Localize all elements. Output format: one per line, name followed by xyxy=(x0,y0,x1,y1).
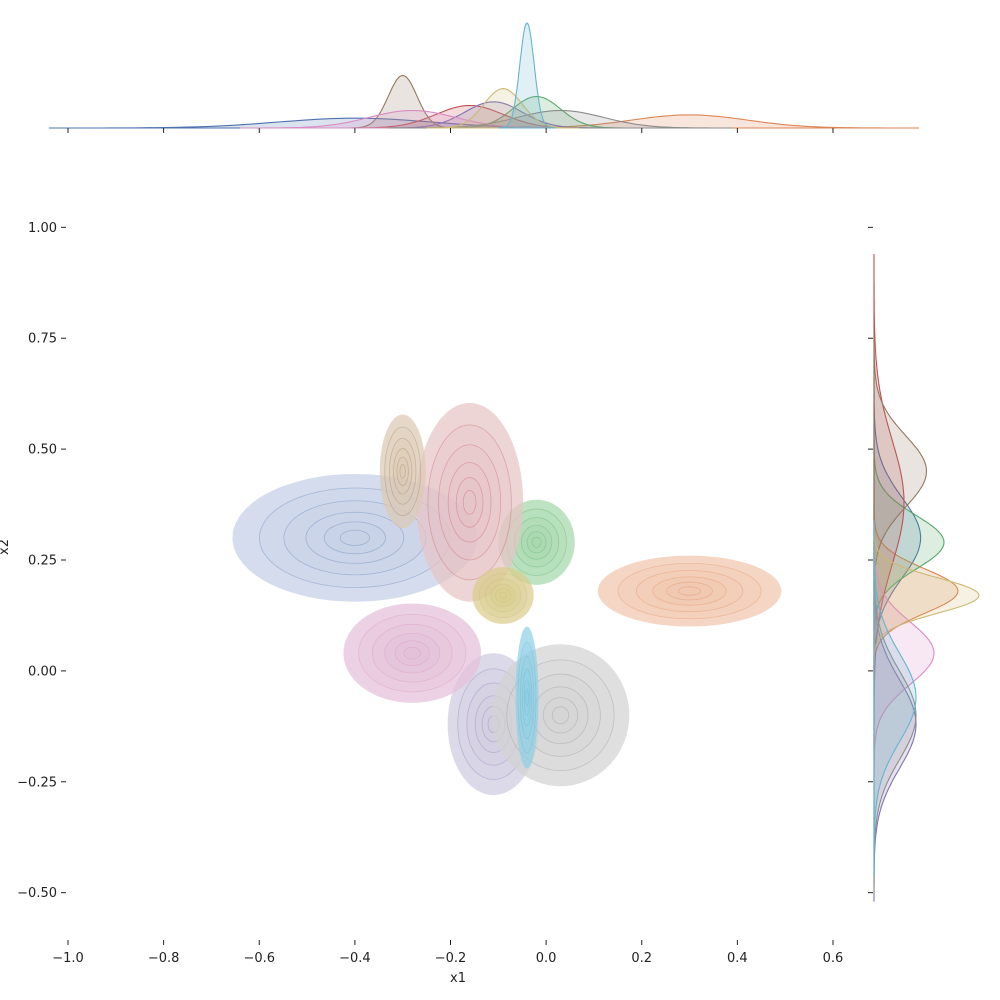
x-tick-label: 0.4 xyxy=(727,951,748,966)
right-marginal-series-8 xyxy=(873,537,917,893)
density-contour xyxy=(523,679,531,716)
density-contour xyxy=(652,576,727,606)
right-marginal-series-7 xyxy=(873,528,935,778)
density-series-7 xyxy=(343,603,482,703)
density-contour xyxy=(526,531,547,554)
density-contour xyxy=(323,521,386,555)
density-contour xyxy=(447,462,492,543)
density-contour xyxy=(520,524,553,560)
density-contour xyxy=(384,632,441,674)
density-contour xyxy=(403,646,421,660)
right-marginal-series-4 xyxy=(873,253,905,751)
density-contour xyxy=(343,603,482,703)
density-contour xyxy=(635,570,744,613)
top-marginal-kde xyxy=(48,22,920,129)
density-contour xyxy=(515,626,539,769)
y-tick-label: −0.25 xyxy=(17,775,57,790)
density-contour xyxy=(617,562,762,620)
y-tick-label: −0.50 xyxy=(17,886,57,901)
density-contour xyxy=(339,529,370,546)
density-contour xyxy=(499,591,508,600)
density-contour xyxy=(519,655,535,740)
density-contour xyxy=(455,477,484,528)
density-contour xyxy=(597,555,782,627)
x-axis: −1.0 −0.8 −0.6 −0.4 −0.2 0.0 0.2 0.4 0.6 xyxy=(52,128,843,966)
density-contour xyxy=(394,640,430,666)
density-contour xyxy=(379,414,426,529)
density-contour xyxy=(678,586,701,596)
y-tick-label: 0.75 xyxy=(28,332,57,347)
x-tick-label: 0.6 xyxy=(823,951,844,966)
density-contour xyxy=(384,426,421,516)
top-marginal-series-9 xyxy=(426,88,580,129)
right-marginal-series-10 xyxy=(873,520,917,875)
x-tick-label: −1.0 xyxy=(52,951,84,966)
x-axis-label: x1 xyxy=(450,971,466,986)
density-series-6 xyxy=(379,414,426,529)
density-contour xyxy=(416,402,524,602)
y-tick-label: 1.00 xyxy=(28,221,57,236)
density-series-9 xyxy=(472,567,534,624)
density-series-4 xyxy=(416,402,524,602)
top-marginal-series-10 xyxy=(498,22,556,129)
x-tick-label: −0.2 xyxy=(435,951,467,966)
density-contour xyxy=(525,688,529,707)
y-axis: 1.00 0.75 0.50 0.25 0.00 −0.25 −0.50 xyxy=(17,221,873,901)
right-marginal-series-9 xyxy=(873,524,980,667)
density-contour xyxy=(522,668,532,727)
density-contour xyxy=(478,572,528,619)
x-tick-label: −0.4 xyxy=(339,951,371,966)
x-tick-label: 0.2 xyxy=(631,951,652,966)
right-marginal-series-1 xyxy=(873,378,922,698)
density-contour xyxy=(438,444,502,561)
density-contour xyxy=(371,623,453,683)
density-contour xyxy=(396,456,409,486)
density-contour xyxy=(495,587,512,603)
joint-density-area xyxy=(232,402,782,796)
x-tick-label: −0.6 xyxy=(243,951,275,966)
y-tick-label: 0.00 xyxy=(28,664,57,679)
density-contour xyxy=(472,567,534,624)
density-contour xyxy=(551,706,570,725)
density-contour xyxy=(399,464,406,479)
y-axis-label: x2 xyxy=(0,539,12,555)
x-tick-label: 0.0 xyxy=(536,951,557,966)
density-contour xyxy=(393,448,413,495)
density-contour xyxy=(305,511,405,564)
density-contour xyxy=(388,437,417,505)
density-contour xyxy=(542,697,579,734)
density-contour xyxy=(358,613,467,693)
density-contour xyxy=(531,536,542,548)
density-series-10 xyxy=(515,626,539,769)
density-contour xyxy=(427,424,512,581)
x-tick-label: −0.8 xyxy=(148,951,180,966)
density-contour xyxy=(517,641,537,754)
density-contour xyxy=(462,490,477,515)
density-series-8 xyxy=(491,644,630,787)
density-contour xyxy=(484,578,522,613)
y-tick-label: 0.50 xyxy=(28,443,57,458)
density-series-2 xyxy=(597,555,782,627)
density-contour xyxy=(490,583,516,608)
density-contour xyxy=(666,581,713,601)
y-tick-label: 0.25 xyxy=(28,554,57,569)
right-marginal-kde xyxy=(873,253,980,902)
